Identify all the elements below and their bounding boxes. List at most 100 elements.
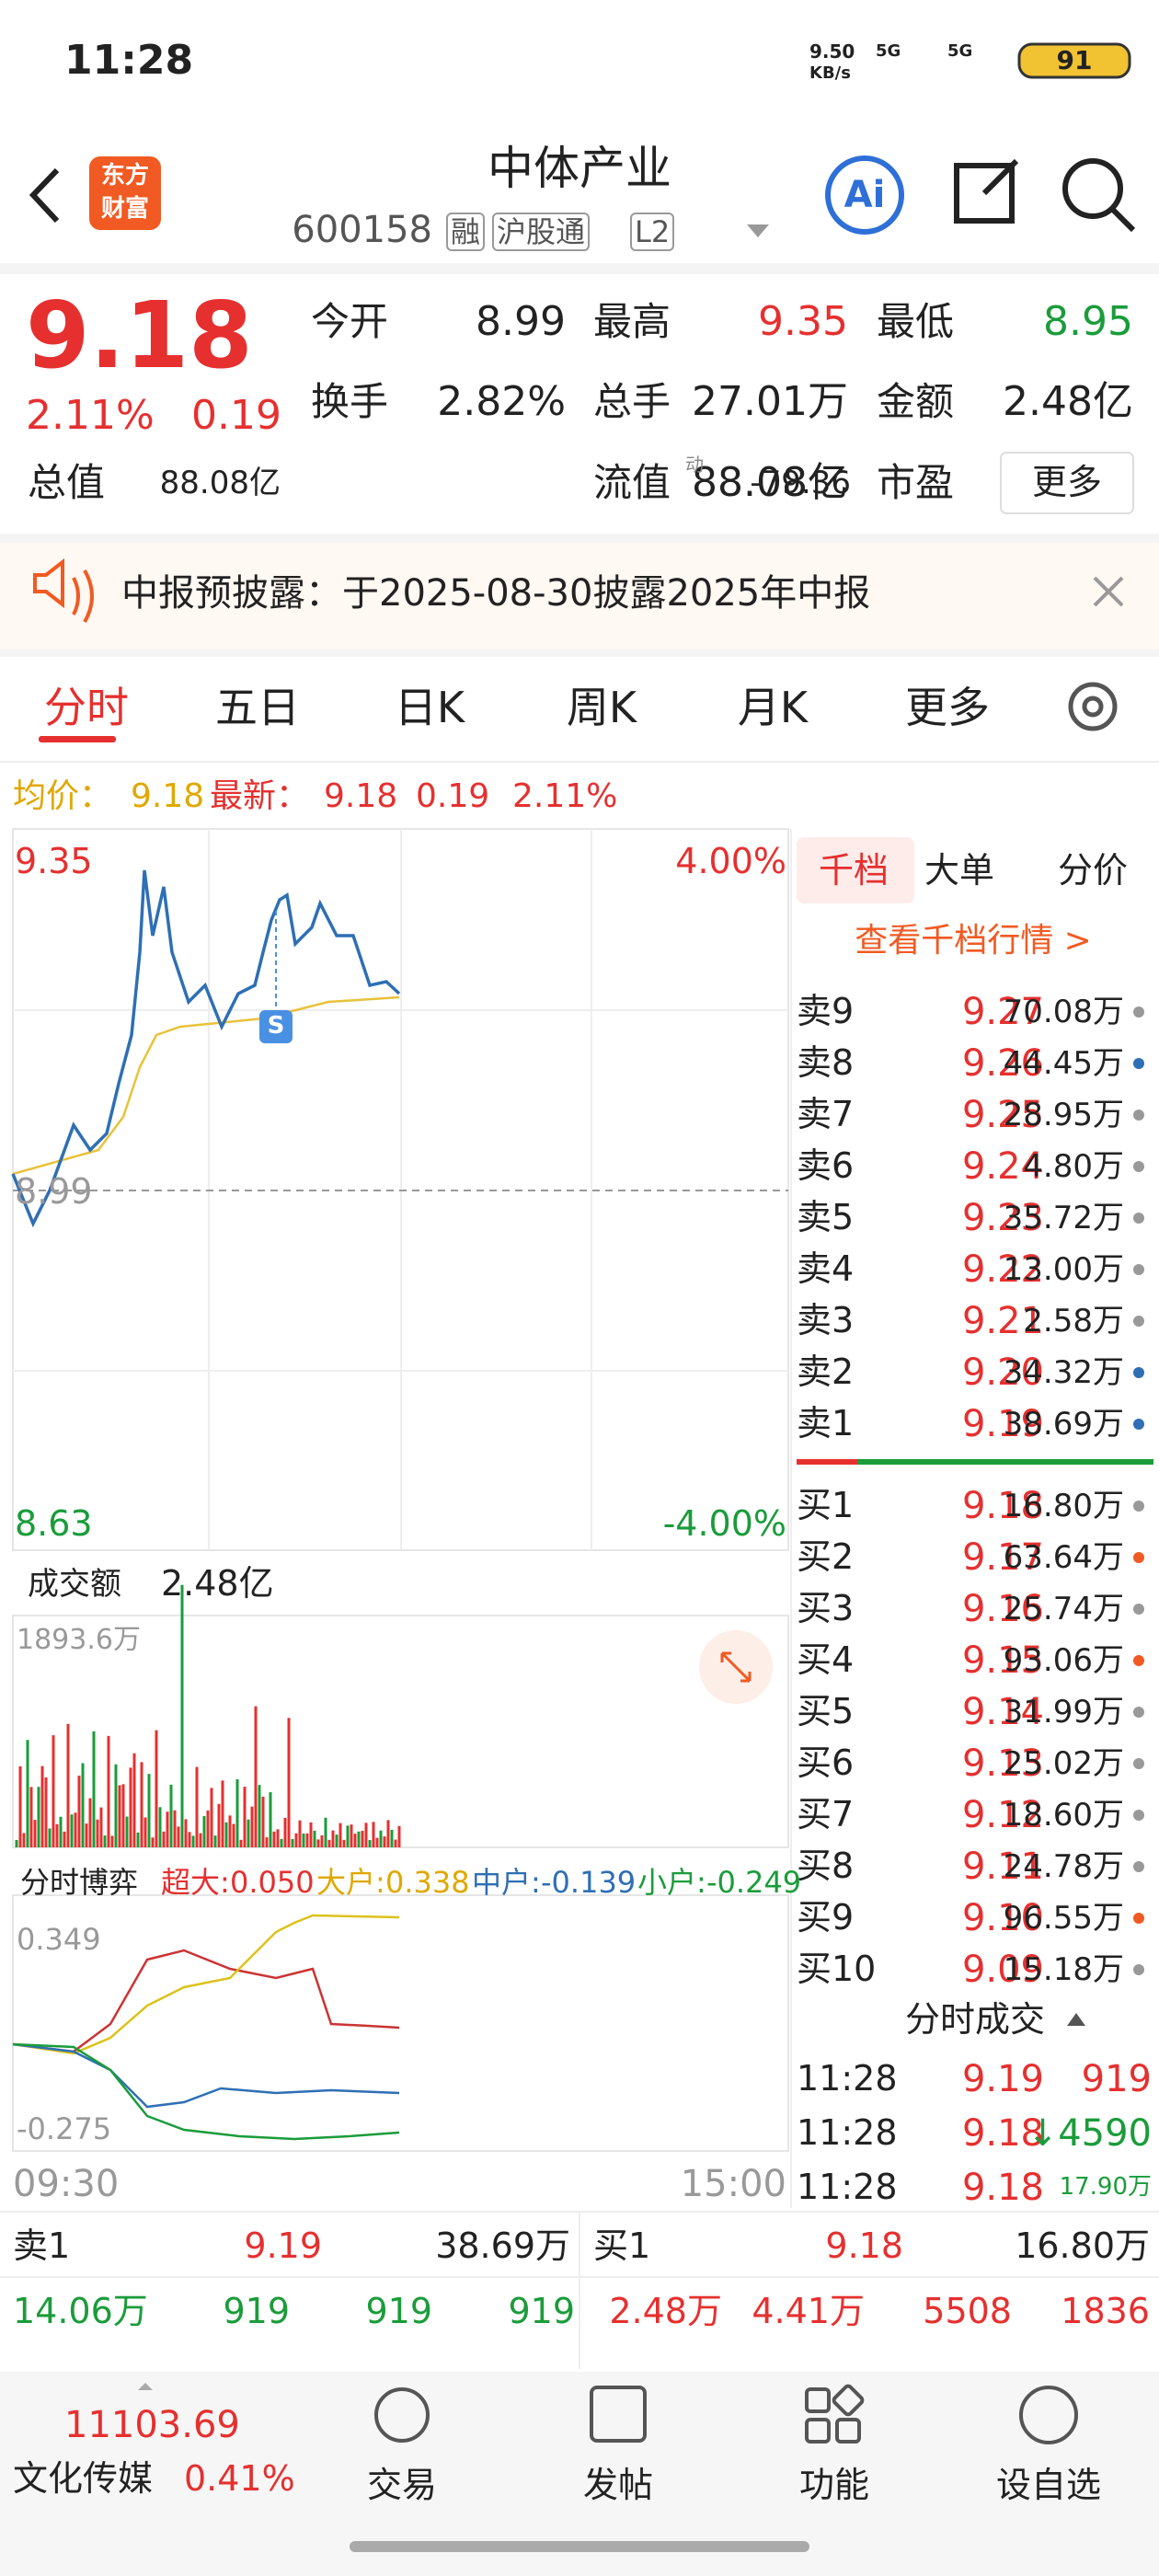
order-tab[interactable]: 大单 [924, 850, 995, 891]
stock-name: 中体产业 [488, 142, 671, 195]
tag: 沪股通 [492, 212, 591, 252]
index-name: 文化传媒 [13, 2458, 154, 2500]
index-value: 11103.69 [64, 2404, 240, 2446]
order-label: 卖9 [797, 991, 855, 1032]
field-value: 8.95 [1043, 297, 1133, 345]
order-price: 9.20 [961, 1351, 1044, 1394]
order-volume: 18.60万 [1003, 1796, 1124, 1834]
avg: 9.18 [131, 777, 205, 816]
order-volume: 70.08万 [1003, 993, 1124, 1030]
order-volume: 16.80万 [1003, 1487, 1124, 1524]
order-price: 9.24 [961, 1145, 1044, 1188]
tab[interactable]: 更多 [905, 683, 990, 733]
trades-title: 分时成交 [904, 1999, 1046, 2041]
dot [1133, 1110, 1144, 1121]
time-start: 09:30 [13, 2163, 120, 2205]
net-speed: 9.50 [809, 40, 855, 63]
trade-cell: 919 [365, 2291, 432, 2332]
field-label: 总值 [28, 459, 106, 505]
order-label: 买10 [797, 1949, 877, 1990]
ai-button[interactable]: Ai [843, 174, 886, 216]
logo: 东方 [100, 162, 150, 190]
dot [1133, 1707, 1144, 1718]
order-label: 卖8 [797, 1042, 855, 1084]
field-value: 27.01万 [692, 377, 848, 425]
volume-label[interactable]: 成交额 [28, 1565, 121, 1603]
ref-price: 8.99 [15, 1171, 93, 1213]
trade-cell: 5508 [923, 2291, 1012, 2332]
order-label: 买4 [797, 1639, 855, 1681]
network: 5G [947, 41, 973, 62]
order-label: 买3 [797, 1588, 855, 1629]
dot [1133, 1810, 1144, 1821]
order-volume: 15.18万 [1003, 1950, 1124, 1988]
order-volume: 2.58万 [1023, 1302, 1124, 1340]
order-volume: 38.69万 [1003, 1405, 1124, 1443]
index-pct: 0.41% [184, 2458, 295, 2500]
order-volume: 93.06万 [1003, 1641, 1124, 1679]
change: 0.19 [191, 391, 281, 439]
tab[interactable]: 分时 [44, 683, 129, 733]
order-price: 9.17 [961, 1536, 1044, 1579]
order-label: 卖5 [797, 1197, 855, 1238]
flow-item-label: 中户: [472, 1864, 541, 1900]
flow-label[interactable]: 分时博弈 [20, 1864, 139, 1900]
trade-cell: 919 [223, 2291, 290, 2332]
order-label: 买6 [797, 1742, 855, 1784]
dot [1133, 1604, 1144, 1615]
field-label: 换手 [311, 378, 389, 424]
trade-volume: 17.90万 [1059, 2173, 1152, 2202]
order-volume: 34.32万 [1003, 1353, 1124, 1391]
tab[interactable]: 月K [737, 683, 809, 733]
latest-label: 最新： [210, 777, 310, 816]
order-label: 卖3 [797, 1300, 855, 1341]
dot [1133, 1213, 1144, 1224]
flow-item-value: 0.050 [230, 1864, 315, 1900]
dot [1133, 1058, 1144, 1069]
tab[interactable]: 日K [394, 683, 465, 733]
dot [1133, 1758, 1144, 1769]
dot [1133, 1552, 1144, 1563]
order-volume: 63.64万 [1003, 1538, 1124, 1576]
pct-bottom: -4.00% [662, 1503, 786, 1545]
sell-volume: 38.69万 [435, 2225, 570, 2267]
field-value: 2.82% [437, 377, 566, 425]
order-label: 卖7 [797, 1094, 855, 1135]
nav-item[interactable]: 交易 [366, 2465, 438, 2506]
volume-total: 2.48亿 [161, 1563, 274, 1604]
trade-volume: ↓4590 [1027, 2112, 1152, 2155]
trade-price: 9.18 [961, 2167, 1044, 2209]
tab[interactable]: 周K [566, 683, 637, 733]
net-unit: KB/s [809, 63, 851, 84]
more-button[interactable]: 更多 [1031, 462, 1103, 503]
nav-item[interactable]: 功能 [798, 2465, 870, 2506]
flow-item-label: 小户: [637, 1864, 706, 1900]
dot [1133, 1367, 1144, 1378]
dot [1133, 1316, 1144, 1327]
order-price: 9.09 [961, 1949, 1044, 1991]
order-label: 买7 [797, 1794, 855, 1835]
y-top: 9.35 [15, 841, 93, 882]
order-link[interactable]: 查看千档行情 > [855, 922, 1092, 960]
order-volume: 25.02万 [1003, 1744, 1124, 1782]
trade-price: 9.18 [961, 2112, 1044, 2155]
trade-time: 11:28 [797, 2167, 898, 2208]
nav-item[interactable]: 设自选 [995, 2465, 1102, 2506]
order-price: 9.23 [961, 1197, 1044, 1239]
field-value: 88.08亿 [159, 464, 281, 501]
order-price: 9.14 [961, 1691, 1044, 1733]
change: 0.19 [416, 777, 490, 816]
order-label: 卖2 [797, 1351, 855, 1393]
order-tab[interactable]: 千档 [818, 850, 889, 891]
order-volume: 96.55万 [1003, 1899, 1124, 1937]
field-value: 2.48亿 [1003, 377, 1133, 425]
nav-item[interactable]: 发帖 [582, 2465, 654, 2506]
tab[interactable]: 五日 [215, 683, 300, 733]
order-tab[interactable]: 分价 [1057, 850, 1129, 891]
latest: 9.18 [324, 777, 398, 816]
sell-label: 卖1 [13, 2225, 71, 2267]
order-volume: 28.95万 [1003, 1096, 1124, 1133]
order-price: 9.21 [961, 1300, 1044, 1342]
